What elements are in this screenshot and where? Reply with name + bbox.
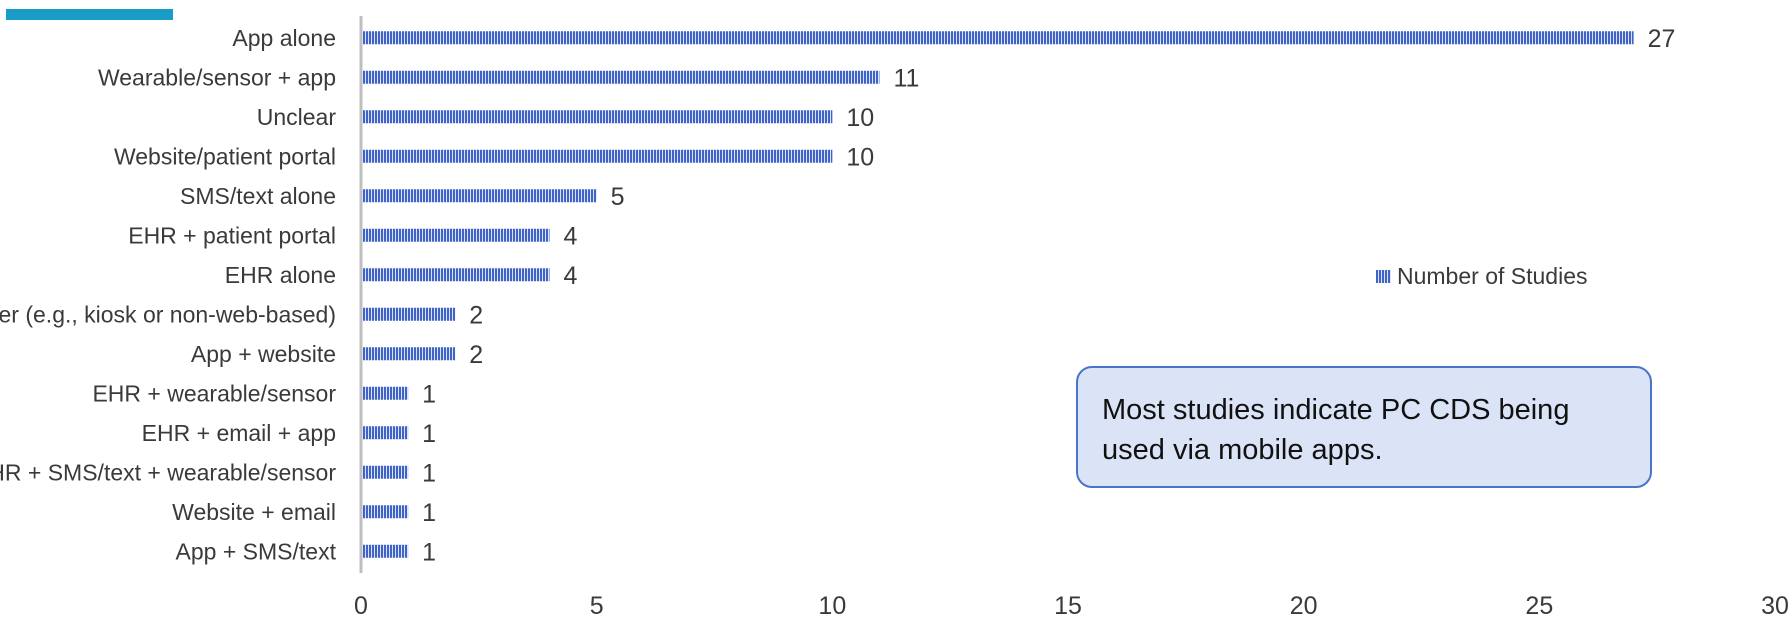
category-label: EHR + SMS/text + wearable/sensor: [0, 459, 336, 485]
bar: [363, 268, 550, 282]
category-label: App + SMS/text: [176, 538, 337, 564]
data-label: 4: [564, 262, 578, 290]
data-label: 1: [422, 538, 436, 566]
legend-swatch: [1376, 270, 1391, 283]
x-tick-label: 10: [818, 592, 846, 617]
bar: [363, 544, 409, 558]
data-label: 10: [846, 143, 874, 171]
category-label: Other (e.g., kiosk or non-web-based): [0, 301, 336, 327]
category-label: SMS/text alone: [180, 183, 336, 209]
data-label: 1: [422, 499, 436, 527]
category-label: EHR alone: [225, 262, 336, 288]
bar: [363, 386, 409, 400]
category-label: Unclear: [257, 104, 337, 130]
bar: [363, 228, 550, 242]
bar: [363, 31, 1634, 45]
chart-legend: Number of Studies: [1376, 263, 1587, 290]
category-label: App alone: [232, 25, 336, 51]
data-label: 5: [611, 183, 625, 211]
x-tick-label: 25: [1525, 592, 1553, 617]
callout-text: Most studies indicate PC CDS being used …: [1102, 394, 1570, 466]
data-label: 2: [469, 301, 483, 329]
bar: [363, 189, 597, 203]
bar: [363, 505, 409, 519]
category-label: Wearable/sensor + app: [98, 64, 336, 90]
x-tick-label: 0: [354, 592, 368, 617]
data-label: 4: [564, 222, 578, 250]
bar: [363, 426, 409, 440]
x-tick-label: 30: [1761, 592, 1789, 617]
data-label: 10: [846, 104, 874, 132]
data-label: 1: [422, 380, 436, 408]
category-label: Website/patient portal: [114, 143, 336, 169]
data-label: 2: [469, 341, 483, 369]
data-label: 1: [422, 420, 436, 448]
data-label: 11: [893, 64, 919, 92]
category-label: EHR + wearable/sensor: [92, 380, 336, 406]
bar: [363, 307, 456, 321]
bars-layer: [363, 31, 1634, 558]
category-label: App + website: [191, 341, 336, 367]
legend-label: Number of Studies: [1397, 263, 1588, 289]
data-label: 1: [422, 459, 436, 487]
bar: [363, 70, 880, 84]
callout-box: Most studies indicate PC CDS being used …: [1076, 366, 1652, 488]
x-tick-label: 20: [1290, 592, 1318, 617]
header-accent-bar: [6, 9, 173, 20]
category-label: EHR + email + app: [142, 420, 336, 446]
data-label: 27: [1648, 25, 1676, 53]
bar: [363, 110, 833, 124]
x-tick-label: 5: [590, 592, 604, 617]
category-label: EHR + patient portal: [128, 222, 336, 248]
bar: [363, 465, 409, 479]
x-tick-label: 15: [1054, 592, 1082, 617]
category-label: Website + email: [172, 499, 336, 525]
bar: [363, 149, 833, 163]
bar: [363, 347, 456, 361]
